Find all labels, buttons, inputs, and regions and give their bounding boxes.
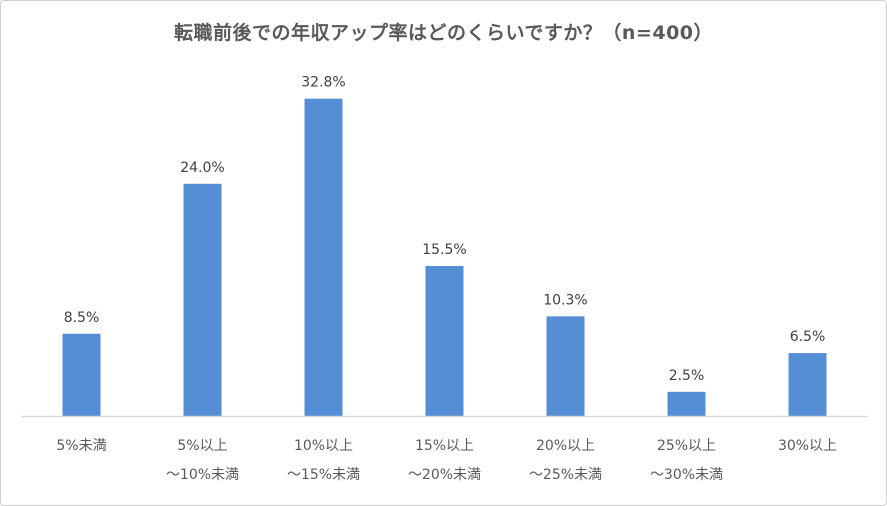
category-label: 10%以上 (294, 438, 353, 454)
category-label: 5%以上 (177, 438, 227, 454)
bar (425, 266, 464, 416)
bar (62, 333, 101, 416)
category-label: ～10%未満 (166, 467, 239, 483)
category-label: ～30%未満 (650, 467, 723, 483)
bar (183, 183, 222, 416)
data-label: 32.8% (301, 75, 345, 91)
data-label: 2.5% (669, 368, 705, 384)
bar (667, 391, 706, 416)
data-label: 24.0% (180, 160, 224, 176)
category-label: ～25%未満 (529, 467, 602, 483)
data-label: 15.5% (422, 242, 466, 258)
bar (304, 98, 343, 416)
data-label: 10.3% (543, 292, 587, 308)
category-label: ～15%未満 (287, 467, 360, 483)
chart-title: 転職前後での年収アップ率はどのくらいですか？（n=400） (173, 22, 714, 44)
category-label: 5%未満 (56, 438, 106, 454)
data-label: 6.5% (790, 329, 826, 345)
bar (546, 316, 585, 416)
bar (788, 353, 827, 416)
category-label: 30%以上 (778, 438, 837, 454)
category-label: ～20%未満 (408, 467, 481, 483)
data-label: 8.5% (64, 310, 100, 326)
category-label: 20%以上 (536, 438, 595, 454)
category-label: 25%以上 (657, 438, 716, 454)
category-label: 15%以上 (415, 438, 474, 454)
